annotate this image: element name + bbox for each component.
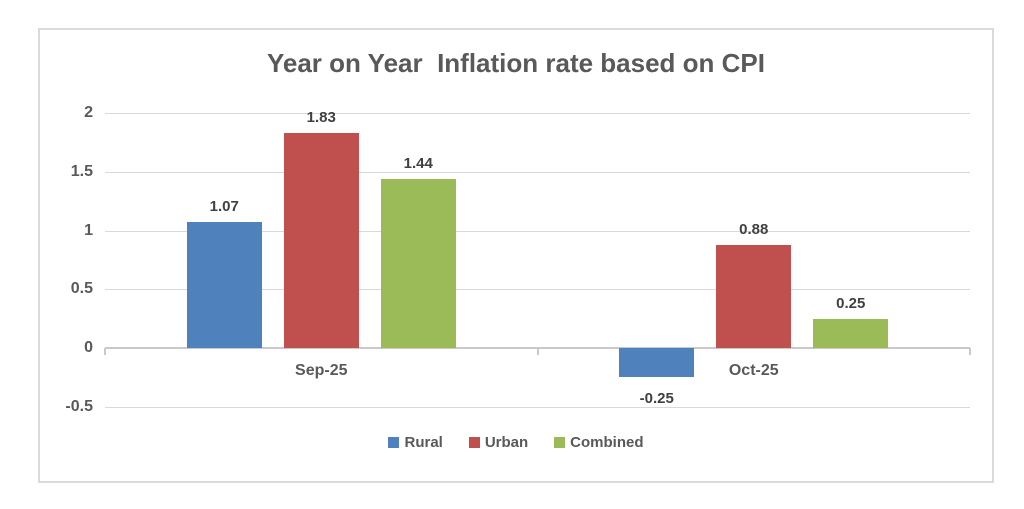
data-label: -0.25: [639, 390, 674, 408]
y-axis-label: 1.5: [70, 162, 93, 180]
chart-legend: Rural Urban Combined: [40, 434, 992, 451]
legend-label: Rural: [404, 434, 443, 451]
bar-rural-sep-25: [186, 222, 262, 348]
y-axis-label: 1: [84, 221, 93, 239]
x-axis-label: Sep-25: [295, 362, 348, 379]
legend-item-combined: Combined: [554, 434, 644, 451]
data-label: 0.25: [836, 294, 866, 312]
data-label: 0.88: [739, 220, 769, 238]
gridline: [105, 230, 970, 232]
bar-urban-oct-25: [716, 244, 792, 348]
axis-tick: [536, 348, 539, 355]
legend-label: Combined: [570, 434, 644, 451]
legend-swatch-icon: [468, 437, 480, 448]
y-axis-label: 0.5: [70, 280, 93, 298]
plot-area: 2 1.5 1 0.5 0 -0.5 1.07 1.83 1.44 Sep-25 -0.25 0.88…: [40, 30, 992, 481]
legend-item-urban: Urban: [468, 434, 529, 451]
y-axis-label: 0: [84, 339, 93, 356]
x-axis-label: Oct-25: [728, 362, 779, 379]
gridline: [105, 406, 970, 408]
bar-urban-sep-25: [283, 132, 359, 348]
bar-rural-oct-25: [619, 348, 695, 378]
chart-title: Year on Year Inflation rate based on CPI: [266, 48, 765, 78]
y-axis-label: -0.5: [65, 397, 93, 415]
data-label: 1.83: [306, 108, 336, 126]
bar-combined-sep-25: [380, 178, 456, 348]
gridline: [105, 171, 970, 173]
legend-swatch-icon: [554, 437, 566, 448]
data-label: 1.44: [403, 154, 433, 172]
bar-combined-oct-25: [813, 318, 889, 348]
chart-container: Year on Year Inflation rate based on CPI…: [38, 28, 994, 483]
legend-swatch-icon: [388, 437, 400, 448]
data-label: 1.07: [209, 198, 239, 216]
legend-item-rural: Rural: [388, 434, 443, 451]
gridline: [105, 289, 970, 291]
gridline: [105, 113, 970, 114]
y-axis-label: 2: [84, 104, 93, 121]
axis-tick: [104, 348, 106, 355]
legend-label: Urban: [484, 434, 529, 451]
axis-tick: [969, 348, 971, 355]
